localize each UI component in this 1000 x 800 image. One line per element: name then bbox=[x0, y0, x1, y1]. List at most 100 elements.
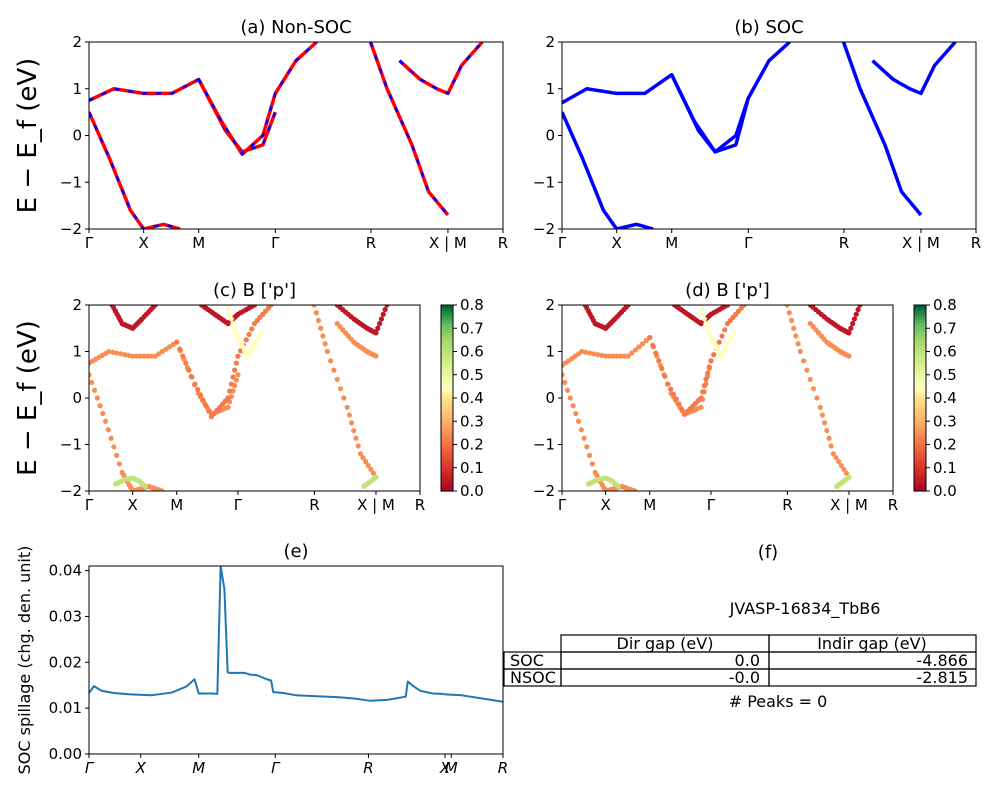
colorbar-segment bbox=[914, 370, 926, 374]
colorbar-segment bbox=[441, 317, 453, 322]
band-point bbox=[853, 311, 859, 317]
colorbar-segment bbox=[914, 336, 926, 340]
band-point bbox=[174, 339, 180, 345]
band-point bbox=[700, 389, 706, 395]
band-point bbox=[801, 358, 807, 364]
colorbar-segment bbox=[441, 348, 453, 353]
colorbar-segment bbox=[914, 305, 926, 309]
band-point bbox=[251, 341, 258, 348]
colorbar-tick-label: 0.0 bbox=[933, 482, 957, 500]
colorbar-segment bbox=[914, 376, 926, 380]
x-tick-label: M bbox=[665, 234, 678, 252]
y-tick-label: 2 bbox=[545, 33, 555, 51]
colorbar-segment bbox=[914, 311, 926, 315]
band-point bbox=[126, 352, 132, 358]
colorbar-segment bbox=[441, 394, 453, 399]
band-point bbox=[380, 311, 386, 317]
band-point bbox=[116, 461, 122, 467]
band-point bbox=[370, 470, 376, 476]
band-point bbox=[180, 353, 186, 359]
colorbar-segment bbox=[914, 453, 926, 458]
band-point bbox=[606, 353, 613, 359]
colorbar-segment bbox=[914, 401, 926, 405]
colorbar-segment bbox=[914, 450, 926, 455]
band-point bbox=[700, 311, 706, 317]
band-point bbox=[225, 395, 231, 401]
soc-indir-gap-value: -4.866 bbox=[916, 651, 968, 670]
colorbar-segment bbox=[441, 453, 453, 458]
band-point bbox=[320, 333, 326, 339]
colorbar-segment bbox=[914, 367, 926, 371]
colorbar-segment bbox=[914, 388, 926, 393]
colorbar-segment bbox=[914, 348, 926, 353]
band-point bbox=[141, 353, 147, 359]
band-point bbox=[183, 360, 189, 366]
colorbar-tick-label: 0.5 bbox=[933, 366, 957, 384]
band-point bbox=[130, 353, 136, 359]
colorbar-segment bbox=[441, 404, 453, 408]
colorbar-segment bbox=[914, 308, 926, 312]
band-point bbox=[731, 330, 737, 336]
colorbar-segment bbox=[914, 394, 926, 399]
panel-d: (d) B ['p'] Γ X M Γ R X | M R −2 −1 0 1 2 bbox=[533, 280, 898, 514]
band-point bbox=[355, 443, 361, 449]
x-tick-label: X | M bbox=[357, 496, 395, 514]
colorbar-segment bbox=[914, 481, 926, 486]
band-point bbox=[804, 367, 810, 373]
x-tick-label: Γ bbox=[558, 234, 567, 252]
colorbar-tick-label: 0.2 bbox=[460, 436, 484, 454]
band-point bbox=[610, 353, 616, 359]
band-point bbox=[232, 367, 238, 373]
band-point bbox=[100, 410, 106, 417]
colorbar-segment bbox=[441, 388, 453, 393]
colorbar-segment bbox=[914, 314, 926, 318]
band-point bbox=[203, 403, 209, 409]
x-tick-label: M bbox=[643, 496, 656, 514]
colorbar-tick-label: 0.5 bbox=[460, 366, 484, 384]
x-tick-label: M bbox=[192, 759, 205, 777]
y-tick-label: 2 bbox=[72, 296, 82, 314]
x-tick-label: X | M bbox=[429, 234, 467, 252]
band-point bbox=[227, 388, 233, 394]
x-tick-label: X | M bbox=[830, 496, 868, 514]
colorbar-tick-label: 0.6 bbox=[933, 343, 957, 361]
y-tick-label: 2 bbox=[545, 296, 555, 314]
y-tick-label: 0 bbox=[72, 127, 82, 145]
y-axis-label: SOC spillage (chg. den. unit) bbox=[15, 546, 34, 775]
band-point bbox=[643, 338, 649, 344]
colorbar-segment bbox=[441, 382, 453, 387]
colorbar-tick-label: 0.6 bbox=[460, 343, 484, 361]
band-point bbox=[102, 418, 109, 424]
y-tick-label: −1 bbox=[533, 173, 555, 191]
panel-a-title: (a) Non-SOC bbox=[240, 17, 351, 38]
band-point bbox=[363, 458, 369, 465]
colorbar-segment bbox=[914, 342, 926, 346]
band-point bbox=[841, 466, 847, 472]
x-tick-label: R bbox=[888, 496, 898, 514]
colorbar-segment bbox=[914, 317, 926, 322]
x-tick-label: X bbox=[128, 496, 138, 514]
band-point bbox=[603, 353, 609, 359]
colorbar-segment bbox=[441, 391, 453, 396]
band-point bbox=[344, 404, 350, 410]
colorbar-segment bbox=[441, 329, 453, 334]
band-point bbox=[324, 348, 330, 355]
band-point bbox=[148, 353, 155, 359]
band-point bbox=[195, 386, 201, 393]
colorbar-segment bbox=[441, 441, 453, 446]
colorbar-segment bbox=[914, 404, 926, 408]
colorbar-segment bbox=[914, 323, 926, 328]
colorbar-segment bbox=[914, 398, 926, 402]
band-line-band3 bbox=[670, 42, 791, 154]
colorbar-segment bbox=[441, 456, 453, 461]
colorbar-segment bbox=[914, 416, 926, 421]
band-point bbox=[328, 358, 334, 364]
y-axis-label: E − E_f (eV) bbox=[13, 58, 43, 214]
band-point bbox=[346, 412, 352, 418]
colorbar-segment bbox=[914, 354, 926, 359]
band-point bbox=[564, 387, 571, 393]
band-point bbox=[235, 353, 241, 359]
band-point bbox=[843, 470, 849, 476]
